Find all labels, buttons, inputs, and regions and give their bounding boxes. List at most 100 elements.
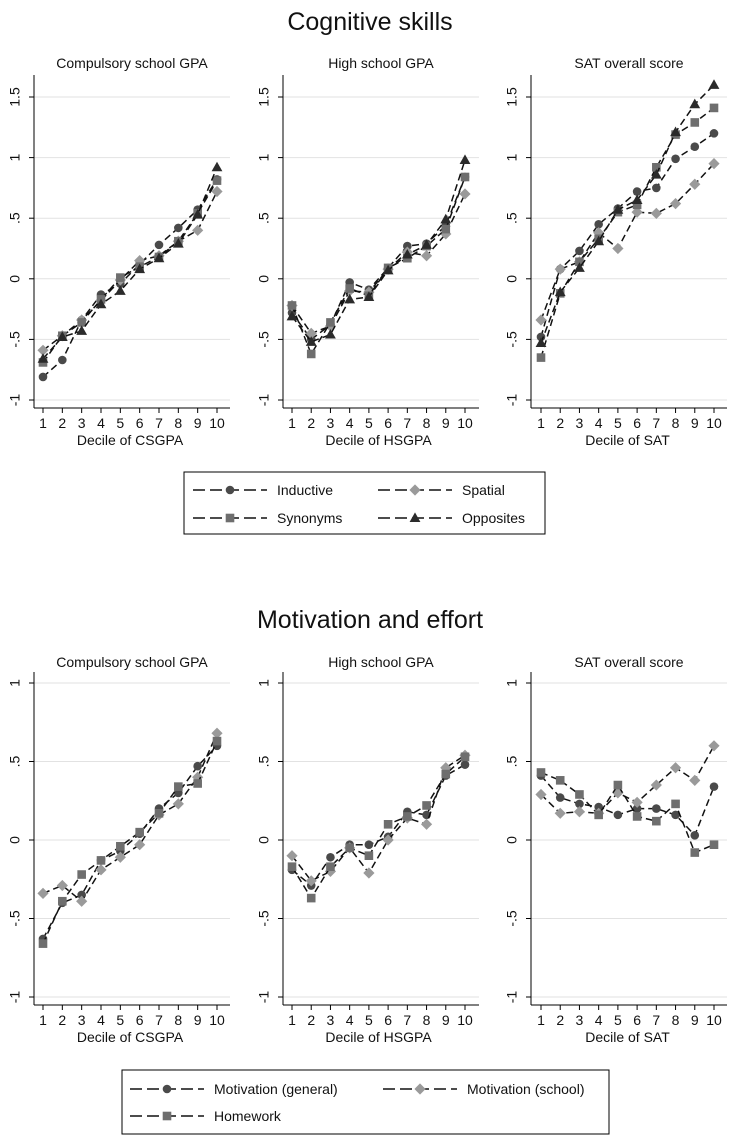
data-point	[134, 839, 146, 851]
data-point	[382, 264, 394, 275]
data-point	[689, 178, 701, 190]
x-tick-label: 3	[78, 1012, 86, 1028]
y-tick-label: 1.5	[256, 87, 272, 107]
x-tick-label: 6	[633, 1012, 641, 1028]
y-tick-label: -.5	[504, 331, 520, 348]
series-line	[42, 740, 218, 944]
series-line	[291, 756, 466, 900]
series-line	[540, 771, 715, 854]
x-tick-label: 4	[595, 1012, 603, 1028]
x-tick-label: 1	[39, 1012, 47, 1028]
data-point	[652, 162, 661, 172]
legend-box	[121, 1069, 610, 1135]
x-tick-label: 7	[652, 1012, 660, 1028]
series-line	[291, 754, 466, 882]
data-point	[421, 239, 432, 249]
data-point	[535, 788, 547, 801]
data-point	[631, 194, 643, 205]
data-point	[632, 187, 642, 196]
data-point	[38, 939, 48, 948]
x-axis-label: Decile of SAT	[585, 432, 670, 448]
data-point	[96, 856, 106, 865]
x-tick-label: 1	[288, 1012, 296, 1028]
data-point	[58, 896, 67, 906]
x-tick-label: 10	[457, 1012, 473, 1028]
data-point	[460, 752, 470, 762]
section-title-motivation: Motivation and effort	[257, 606, 483, 634]
data-point	[192, 224, 204, 236]
x-tick-label: 2	[58, 415, 66, 431]
legend-marker	[409, 484, 421, 496]
section-title-cognitive: Cognitive skills	[287, 8, 452, 36]
data-point	[306, 349, 316, 359]
x-tick-label: 1	[288, 415, 296, 431]
y-tick-label: -1	[256, 991, 272, 1004]
data-point	[441, 224, 451, 234]
data-point	[593, 235, 605, 246]
data-point	[193, 761, 202, 771]
data-point	[594, 219, 603, 229]
data-point	[669, 762, 682, 774]
data-point	[325, 328, 336, 339]
x-tick-label: 1	[537, 1012, 545, 1028]
y-tick-label: -.5	[7, 910, 23, 927]
y-tick-label: 0	[7, 275, 23, 283]
data-point	[671, 154, 680, 164]
data-point	[212, 176, 222, 185]
data-point	[575, 790, 584, 799]
y-tick-label: .5	[256, 212, 272, 224]
y-tick-label: -1	[256, 394, 272, 407]
x-tick-label: 7	[155, 1012, 163, 1028]
legend-entry: Synonyms	[193, 510, 342, 526]
data-point	[211, 161, 223, 172]
data-point	[172, 798, 184, 810]
y-tick-label: 0	[256, 275, 272, 283]
x-tick-label: 7	[652, 415, 660, 431]
data-point	[344, 293, 356, 304]
x-tick-label: 3	[576, 415, 584, 431]
data-point	[305, 336, 317, 346]
data-point	[192, 208, 204, 219]
y-tick-label: 1	[7, 153, 23, 161]
x-tick-label: 2	[556, 1012, 564, 1028]
x-tick-label: 6	[384, 1012, 392, 1028]
series-line	[291, 193, 466, 335]
y-tick-label: .5	[256, 755, 272, 767]
x-tick-label: 4	[346, 415, 354, 431]
legend-box	[183, 471, 546, 535]
x-tick-label: 10	[209, 415, 225, 431]
y-tick-label: 1	[256, 679, 272, 687]
legend-motivation: Motivation (general) Motivation (school) H…	[121, 1069, 610, 1135]
data-point	[383, 820, 393, 829]
x-tick-label: 3	[78, 415, 86, 431]
series-line	[291, 763, 466, 887]
legend-label: Inductive	[277, 482, 333, 498]
data-point	[37, 353, 49, 363]
x-tick-label: 2	[307, 1012, 315, 1028]
x-tick-label: 5	[116, 1012, 124, 1028]
data-point	[305, 875, 317, 887]
x-tick-label: 4	[346, 1012, 354, 1028]
x-axis-label: Decile of HSGPA	[325, 1029, 432, 1045]
data-point	[37, 887, 49, 899]
x-tick-label: 10	[706, 1012, 722, 1028]
data-point	[326, 852, 335, 862]
data-point	[573, 806, 586, 818]
data-point	[37, 344, 49, 356]
data-point	[286, 310, 298, 321]
data-point	[211, 727, 223, 739]
panel-title: High school GPA	[328, 55, 434, 71]
data-point	[134, 263, 146, 274]
series-line	[291, 176, 466, 356]
series-line	[42, 732, 218, 903]
data-point	[536, 353, 546, 362]
data-point	[345, 284, 354, 293]
data-point	[669, 198, 682, 210]
data-point	[652, 804, 661, 813]
data-point	[535, 314, 547, 326]
data-point	[690, 142, 700, 151]
data-point	[116, 273, 125, 282]
data-point	[632, 804, 642, 813]
x-tick-label: 5	[365, 415, 373, 431]
data-point	[287, 862, 297, 871]
